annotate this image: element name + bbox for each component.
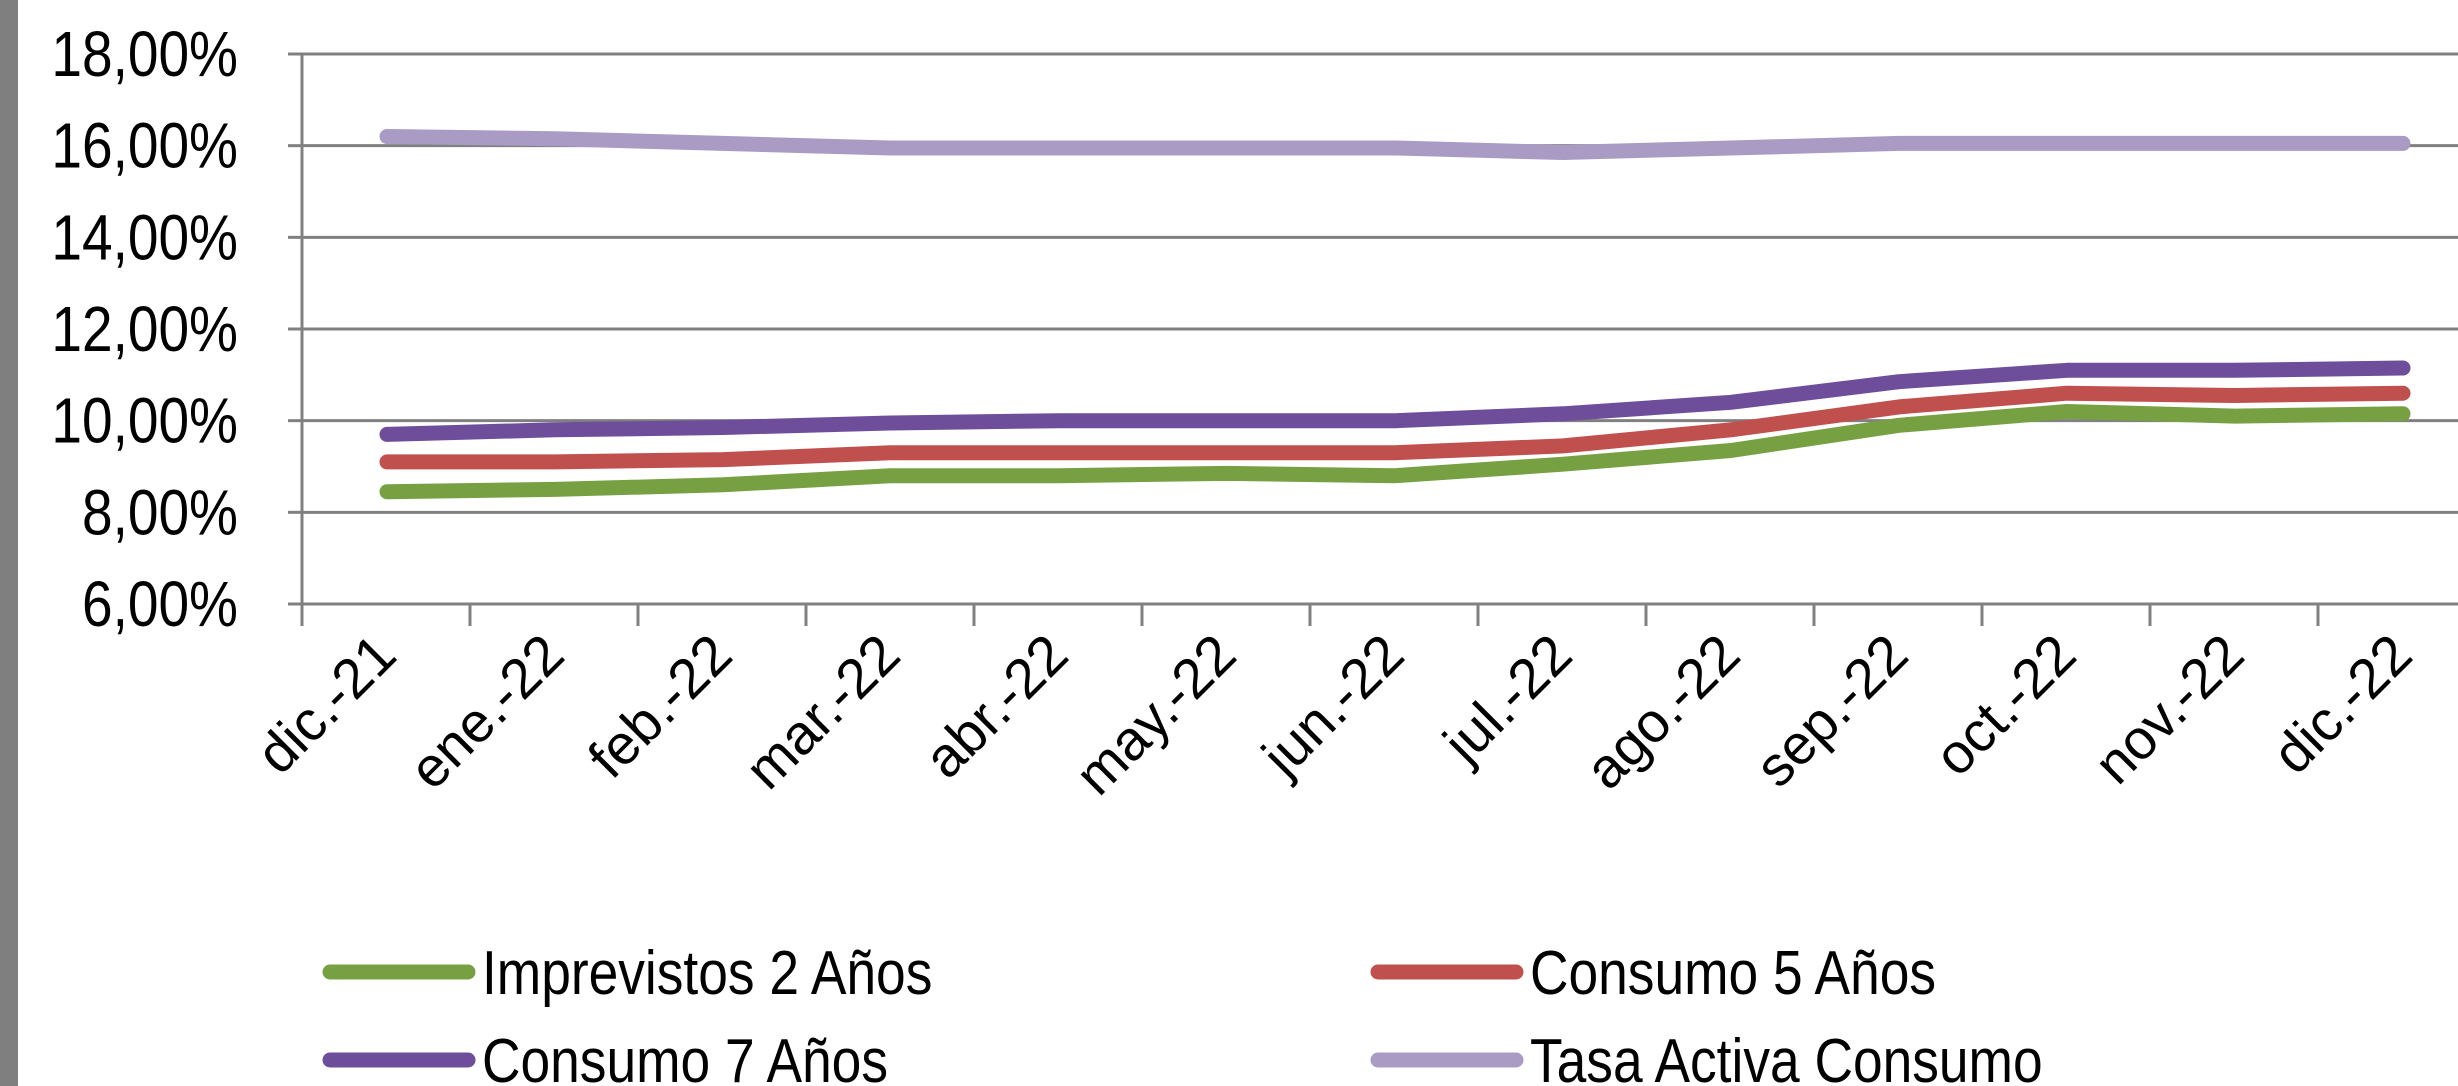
y-tick-label: 18,00% xyxy=(51,18,238,90)
x-tick-label: feb.-22 xyxy=(576,622,744,790)
legend-label: Imprevistos 2 Años xyxy=(482,939,932,1008)
y-axis-tick-labels: 6,00% 8,00% 10,00% 12,00% 14,00% 16,00% 18,00% xyxy=(51,18,238,640)
x-tick-label: dic.-22 xyxy=(2260,622,2423,785)
x-tick-label: ene.-22 xyxy=(397,622,576,801)
x-tick-label: ago.-22 xyxy=(1573,622,1752,801)
x-tick-label: nov.-22 xyxy=(2082,622,2256,796)
y-tick-label: 16,00% xyxy=(51,110,238,182)
y-tick-label: 12,00% xyxy=(51,293,238,365)
legend: Imprevistos 2 Años Consumo 5 Años Consumo … xyxy=(322,939,2043,1086)
frame-left-border xyxy=(0,0,18,1086)
legend-label: Consumo 5 Años xyxy=(1530,939,1936,1008)
y-tick-label: 10,00% xyxy=(51,385,238,457)
series-lines xyxy=(379,129,2411,500)
series-line xyxy=(379,360,2411,442)
x-tick-label: sep.-22 xyxy=(1743,622,1920,799)
x-tick-label: jun.-22 xyxy=(1248,622,1415,789)
series-line xyxy=(379,385,2411,470)
x-tick-label: may.-22 xyxy=(1063,622,1248,807)
x-tick-label: abr.-22 xyxy=(912,622,1080,790)
y-tick-label: 6,00% xyxy=(82,568,238,640)
x-tick-label: dic.-21 xyxy=(244,622,407,785)
series-line xyxy=(379,129,2411,160)
y-tick-label: 14,00% xyxy=(51,201,238,273)
x-tick-label: jul.-22 xyxy=(1430,622,1584,776)
y-tick-label: 8,00% xyxy=(82,476,238,548)
legend-label: Consumo 7 Años xyxy=(482,1027,888,1086)
x-tick-label: mar.-22 xyxy=(733,622,912,801)
legend-label: Tasa Activa Consumo xyxy=(1530,1027,2043,1086)
series-line xyxy=(379,404,2411,500)
grid-lines xyxy=(302,52,2458,514)
axes xyxy=(288,52,2458,626)
x-tick-label: oct.-22 xyxy=(1922,622,2088,788)
